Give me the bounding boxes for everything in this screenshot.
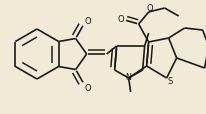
Text: O: O — [117, 15, 123, 24]
Text: N: N — [125, 73, 131, 82]
Text: O: O — [146, 3, 152, 12]
Text: O: O — [84, 17, 90, 26]
Text: O: O — [84, 83, 90, 92]
Text: S: S — [166, 77, 171, 86]
